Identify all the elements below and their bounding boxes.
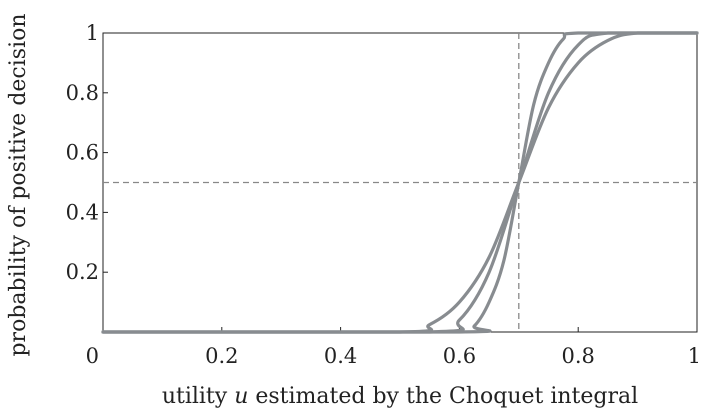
x-tick-label: 0.4 — [324, 344, 357, 368]
y-tick-label: 0.6 — [66, 141, 99, 165]
y-tick-label: 0.8 — [66, 81, 99, 105]
y-tick-label: 0.2 — [66, 260, 99, 284]
x-tick-label: 0.8 — [561, 344, 594, 368]
y-axis-label: probability of positive decision — [6, 13, 31, 356]
x-tick-label: 0.2 — [205, 344, 238, 368]
x-tick-label: 1 — [688, 344, 701, 368]
x-tick-labels: 0 0.2 0.4 0.6 0.8 1 — [86, 344, 701, 368]
y-tick-label: 1 — [86, 21, 99, 45]
x-tick-label: 0 — [86, 344, 99, 368]
y-tick-labels: 0.2 0.4 0.6 0.8 1 — [66, 21, 99, 284]
y-tick-label: 0.4 — [66, 200, 99, 224]
x-axis-label: utility u estimated by the Choquet integ… — [162, 384, 638, 409]
x-tick-label: 0.6 — [443, 344, 476, 368]
